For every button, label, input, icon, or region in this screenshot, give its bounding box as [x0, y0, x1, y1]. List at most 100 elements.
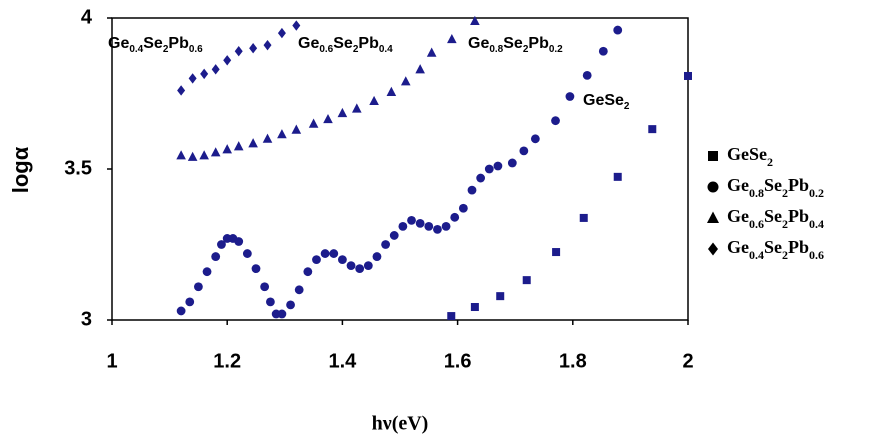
data-point — [222, 144, 232, 154]
data-point — [320, 249, 330, 258]
data-point — [507, 158, 517, 168]
data-point — [415, 64, 425, 74]
x-axis-label: hν(eV) — [372, 413, 429, 435]
data-point — [277, 129, 287, 139]
data-point — [263, 39, 272, 51]
data-point — [372, 252, 382, 261]
annotation: GeSe2 — [583, 92, 630, 112]
data-point — [337, 107, 348, 118]
data-point — [381, 240, 390, 249]
data-point — [199, 150, 209, 160]
data-point — [398, 221, 408, 231]
y-axis-label: logα — [8, 146, 33, 193]
data-point — [234, 46, 243, 57]
plot-frame — [111, 17, 689, 321]
data-point — [211, 64, 220, 75]
legend-marker — [707, 211, 719, 223]
data-point — [648, 125, 657, 134]
data-point — [424, 221, 434, 231]
data-point — [308, 118, 319, 128]
data-point — [389, 231, 399, 240]
data-point — [294, 285, 304, 295]
data-point — [323, 113, 333, 124]
legend-marker — [708, 242, 718, 256]
legend-label: Ge0.8Se2Pb0.2 — [727, 175, 824, 200]
data-point — [369, 95, 379, 106]
data-point — [251, 264, 261, 274]
y-tick-label: 3 — [81, 308, 92, 330]
data-point — [177, 85, 186, 96]
annotation: Ge0.6Se2Pb0.4 — [298, 35, 393, 55]
data-point — [187, 151, 198, 161]
data-point — [352, 103, 362, 113]
data-point — [407, 215, 416, 225]
data-point — [292, 20, 301, 31]
data-point — [338, 255, 347, 264]
data-point — [386, 86, 397, 96]
data-point — [441, 221, 451, 231]
legend-label: GeSe2 — [727, 144, 773, 169]
data-point — [519, 146, 529, 156]
data-point — [470, 303, 479, 312]
data-point — [176, 150, 186, 160]
data-point — [291, 124, 302, 134]
data-point — [530, 134, 540, 144]
data-point — [467, 185, 477, 195]
legend-label: Ge0.6Se2Pb0.4 — [727, 206, 824, 231]
data-point — [484, 164, 494, 174]
data-point — [210, 147, 221, 157]
data-point — [579, 213, 588, 222]
data-point — [415, 218, 425, 228]
data-point — [522, 276, 531, 285]
data-point — [185, 297, 195, 307]
data-point — [565, 92, 575, 101]
data-point — [277, 309, 287, 319]
x-tick-label: 1 — [106, 350, 117, 372]
data-point — [286, 300, 295, 310]
y-tick-label: 4 — [81, 6, 93, 28]
data-point — [458, 203, 468, 213]
data-point — [262, 133, 273, 143]
data-point — [223, 55, 232, 66]
data-point — [551, 116, 560, 126]
data-point — [496, 292, 505, 301]
x-tick-label: 1.6 — [444, 350, 472, 372]
data-point — [233, 141, 244, 151]
data-point — [234, 237, 244, 246]
legend-marker — [708, 151, 718, 161]
x-tick-label: 1.2 — [213, 350, 241, 372]
data-point — [433, 225, 442, 234]
data-point — [400, 76, 411, 86]
data-point — [242, 249, 252, 258]
data-point — [188, 73, 197, 84]
data-point — [329, 249, 339, 258]
data-point — [176, 306, 186, 316]
data-point — [249, 43, 258, 54]
x-tick-label: 1.4 — [328, 350, 357, 372]
data-point — [552, 248, 561, 257]
data-point — [450, 212, 460, 222]
annotation: Ge0.8Se2Pb0.2 — [468, 35, 563, 55]
data-point — [200, 68, 209, 80]
data-point — [266, 297, 275, 307]
legend-marker — [707, 181, 719, 193]
data-point — [194, 282, 203, 292]
legend-label: Ge0.4Se2Pb0.6 — [727, 237, 824, 262]
x-tick-label: 1.8 — [559, 350, 587, 372]
data-point — [248, 138, 258, 148]
data-point — [277, 27, 286, 39]
data-point — [260, 282, 270, 292]
data-point — [447, 33, 457, 44]
y-tick-label: 3.5 — [64, 157, 92, 179]
data-point — [211, 252, 221, 261]
data-point — [426, 47, 437, 57]
data-point — [476, 173, 486, 183]
annotation: Ge0.4Se2Pb0.6 — [108, 35, 203, 55]
data-point — [363, 261, 373, 271]
data-point — [217, 240, 226, 249]
data-point — [613, 25, 623, 35]
data-point — [355, 264, 365, 274]
data-point — [613, 172, 622, 181]
data-point — [470, 15, 480, 26]
